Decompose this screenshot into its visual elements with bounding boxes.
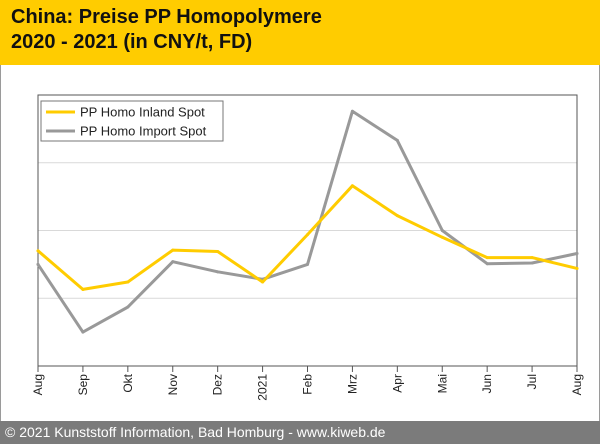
data-point-import: [81, 330, 85, 334]
data-point-import: [575, 252, 579, 256]
legend-label: PP Homo Import Spot: [80, 124, 207, 139]
data-point-inland: [36, 249, 40, 253]
chart-frame: Aug Sep Okt Nov Dez 2021 Feb Mrz Apr Mai Jun Jul Aug…: [0, 65, 600, 421]
data-point-inland: [575, 266, 579, 270]
x-tick-label: Apr: [390, 374, 404, 393]
x-tick-label: Dez: [211, 374, 225, 395]
legend-box: [40, 100, 224, 142]
data-point-inland: [485, 256, 489, 260]
x-tick-label: Aug: [31, 374, 45, 395]
data-point-import: [530, 261, 534, 265]
x-tick-label: Nov: [166, 374, 180, 395]
chart-title: China: Preise PP Homopolymere: [11, 6, 322, 28]
data-point-inland: [350, 184, 354, 188]
x-tick-label: Feb: [301, 374, 315, 395]
data-point-import: [216, 270, 220, 274]
data-point-inland: [261, 280, 265, 284]
data-point-inland: [530, 256, 534, 260]
data-point-import: [171, 260, 175, 264]
line-chart: Aug Sep Okt Nov Dez 2021 Feb Mrz Apr Mai Jun Jul Aug…: [31, 94, 584, 401]
x-tick-label: Mrz: [345, 374, 359, 394]
data-point-import: [350, 109, 354, 113]
x-tick-label: Okt: [121, 373, 135, 392]
data-point-inland: [440, 235, 444, 239]
copyright-footer: © 2021 Kunststoff Information, Bad Hombu…: [0, 421, 600, 444]
x-tick-label: Aug: [570, 374, 584, 395]
data-point-import: [485, 262, 489, 266]
data-point-import: [395, 138, 399, 142]
data-point-inland: [395, 214, 399, 218]
data-point-inland: [171, 248, 175, 252]
data-point-inland: [216, 250, 220, 254]
data-point-import: [36, 262, 40, 266]
chart-subtitle: 2020 - 2021 (in CNY/t, FD): [11, 31, 253, 53]
data-point-import: [306, 262, 309, 266]
legend-label: PP Homo Inland Spot: [80, 105, 205, 120]
x-tick-label: Sep: [76, 374, 90, 396]
x-tick-label: Mai: [435, 374, 449, 393]
data-point-inland: [306, 233, 309, 237]
data-point-inland: [81, 287, 85, 291]
data-point-inland: [126, 280, 130, 284]
data-point-import: [440, 229, 444, 232]
data-point-import: [126, 305, 130, 309]
x-tick-label: Jul: [525, 374, 539, 389]
x-tick-label: 2021: [256, 374, 270, 401]
chart-header: China: Preise PP Homopolymere 2020 - 202…: [0, 0, 600, 65]
x-tick-label: Jun: [480, 374, 494, 393]
